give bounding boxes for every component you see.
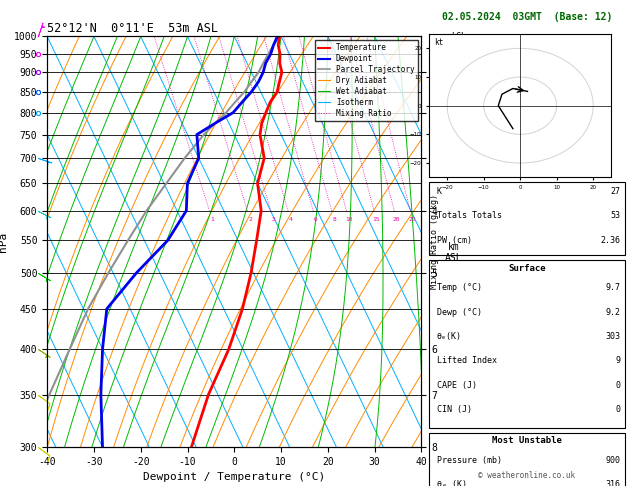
Bar <box>429 182 625 255</box>
Text: 53: 53 <box>611 211 621 221</box>
Text: 3: 3 <box>272 217 276 222</box>
Text: 9: 9 <box>616 356 621 365</box>
Text: Temp (°C): Temp (°C) <box>437 283 482 293</box>
Text: CIN (J): CIN (J) <box>437 405 472 414</box>
Text: 15: 15 <box>372 217 380 222</box>
Legend: Temperature, Dewpoint, Parcel Trajectory, Dry Adiabat, Wet Adiabat, Isotherm, Mi: Temperature, Dewpoint, Parcel Trajectory… <box>315 40 418 121</box>
Bar <box>429 433 625 486</box>
Text: 8: 8 <box>332 217 336 222</box>
Text: 9.2: 9.2 <box>606 308 621 317</box>
Text: 316: 316 <box>606 480 621 486</box>
Text: 25: 25 <box>409 217 416 222</box>
Text: 52°12'N  0°11'E  53m ASL: 52°12'N 0°11'E 53m ASL <box>47 22 218 35</box>
Text: 900: 900 <box>606 456 621 465</box>
Text: kt: kt <box>435 38 443 47</box>
Y-axis label: hPa: hPa <box>0 232 8 252</box>
Text: 10: 10 <box>345 217 353 222</box>
Bar <box>429 260 625 428</box>
Text: Totals Totals: Totals Totals <box>437 211 502 221</box>
Text: Mixing Ratio (g/kg): Mixing Ratio (g/kg) <box>430 194 439 289</box>
Text: 2: 2 <box>248 217 252 222</box>
Text: PW (cm): PW (cm) <box>437 236 472 245</box>
Text: 6: 6 <box>314 217 318 222</box>
Text: Pressure (mb): Pressure (mb) <box>437 456 502 465</box>
Text: Lifted Index: Lifted Index <box>437 356 497 365</box>
Text: θₑ(K): θₑ(K) <box>437 332 462 341</box>
Text: LCL: LCL <box>452 32 466 41</box>
Text: 02.05.2024  03GMT  (Base: 12): 02.05.2024 03GMT (Base: 12) <box>442 12 612 22</box>
Text: 20: 20 <box>392 217 400 222</box>
Text: © weatheronline.co.uk: © weatheronline.co.uk <box>478 471 576 480</box>
Text: θₑ (K): θₑ (K) <box>437 480 467 486</box>
Text: Most Unstable: Most Unstable <box>492 436 562 446</box>
Text: 9.7: 9.7 <box>606 283 621 293</box>
Text: 0: 0 <box>616 405 621 414</box>
Text: 4: 4 <box>289 217 292 222</box>
Text: 27: 27 <box>611 187 621 196</box>
Text: Surface: Surface <box>508 264 545 273</box>
Text: 303: 303 <box>606 332 621 341</box>
X-axis label: Dewpoint / Temperature (°C): Dewpoint / Temperature (°C) <box>143 472 325 483</box>
Text: CAPE (J): CAPE (J) <box>437 381 477 390</box>
Text: 0: 0 <box>616 381 621 390</box>
Text: Dewp (°C): Dewp (°C) <box>437 308 482 317</box>
Text: 2.36: 2.36 <box>601 236 621 245</box>
Text: K: K <box>437 187 442 196</box>
Text: 1: 1 <box>210 217 214 222</box>
Y-axis label: km
ASL: km ASL <box>445 242 462 263</box>
